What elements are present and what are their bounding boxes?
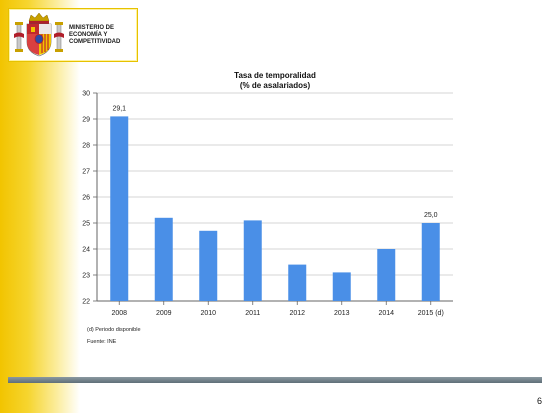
footer-rule bbox=[8, 377, 542, 383]
note-period: (d) Periodo disponible bbox=[87, 327, 141, 333]
x-tick-label: 2014 bbox=[378, 310, 394, 317]
bar-layer bbox=[110, 116, 440, 302]
bar-2008 bbox=[110, 116, 129, 302]
y-tick-label: 26 bbox=[82, 195, 90, 202]
x-tick-label: 2015 (d) bbox=[418, 310, 444, 317]
x-tick-label: 2010 bbox=[200, 310, 216, 317]
data-label: 29,1 bbox=[112, 105, 126, 112]
x-tick-label: 2011 bbox=[245, 310, 260, 317]
x-tick-label: 2013 bbox=[334, 310, 350, 317]
bar-2015d bbox=[421, 223, 440, 301]
y-tick-label: 28 bbox=[82, 143, 90, 150]
chart-title: Tasa de temporalidad bbox=[234, 71, 316, 80]
x-tick-label: 2012 bbox=[289, 310, 305, 317]
y-tick-label: 25 bbox=[82, 221, 90, 228]
y-tick-label: 24 bbox=[82, 247, 90, 254]
bar-2009 bbox=[154, 217, 173, 301]
y-tick-label: 30 bbox=[82, 91, 90, 98]
bar-2014 bbox=[377, 249, 396, 301]
bar-2010 bbox=[199, 230, 218, 301]
bar-2011 bbox=[243, 220, 262, 301]
data-label: 25,0 bbox=[424, 212, 438, 219]
chart-subtitle: (% de asalariados) bbox=[239, 81, 311, 90]
note-source: Fuente: INE bbox=[87, 339, 117, 345]
x-tick-label: 2008 bbox=[111, 310, 127, 317]
yellow-side-band bbox=[0, 0, 80, 413]
label-layer: 2008 29,1 2009 2010 2011 2012 2013 2014 2015 (d)… bbox=[111, 105, 443, 317]
ministry-name: MINISTERIO DE ECONOMÍA Y COMPETITIVIDAD bbox=[69, 25, 135, 46]
bar-2013 bbox=[332, 272, 351, 301]
y-tick-label: 27 bbox=[82, 169, 90, 176]
spain-coat-of-arms-icon bbox=[14, 12, 64, 57]
y-tick-label: 29 bbox=[82, 117, 90, 124]
ministry-line-2: ECONOMÍA Y bbox=[69, 32, 108, 38]
page-number: 6 bbox=[536, 396, 542, 406]
grid-layer: 22 23 24 25 26 27 28 29 30 bbox=[82, 91, 453, 306]
x-tick-label: 2009 bbox=[156, 310, 172, 317]
ministry-line-1: MINISTERIO DE bbox=[69, 25, 115, 31]
ministry-logo: MINISTERIO DE ECONOMÍA Y COMPETITIVIDAD bbox=[8, 8, 138, 62]
bar-2012 bbox=[288, 264, 307, 301]
y-tick-label: 23 bbox=[82, 273, 90, 280]
y-tick-label: 22 bbox=[82, 299, 90, 306]
ministry-line-3: COMPETITIVIDAD bbox=[69, 39, 121, 45]
